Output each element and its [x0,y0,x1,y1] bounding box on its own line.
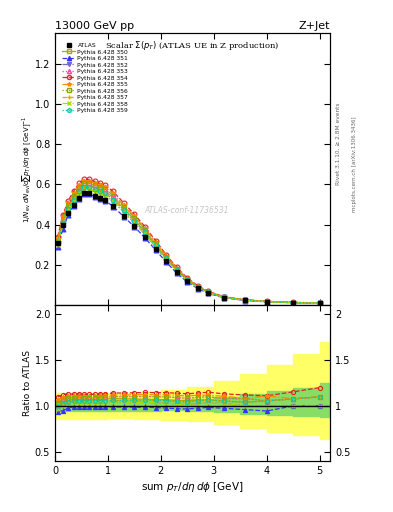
Y-axis label: $1/N_\mathrm{ev}\ dN_\mathrm{ev}/d\!\sum\! p_T/d\eta\,d\phi\ [\mathrm{GeV}]^{-1}: $1/N_\mathrm{ev}\ dN_\mathrm{ev}/d\!\sum… [20,116,33,223]
Y-axis label: Ratio to ATLAS: Ratio to ATLAS [23,350,32,416]
Text: ATLAS-conf-11736531: ATLAS-conf-11736531 [145,206,230,215]
Text: mcplots.cern.ch [arXiv:1306.3436]: mcplots.cern.ch [arXiv:1306.3436] [352,116,357,211]
Text: Rivet 3.1.10, ≥ 2.8M events: Rivet 3.1.10, ≥ 2.8M events [336,102,341,185]
Text: Z+Jet: Z+Jet [299,21,330,31]
Text: Scalar $\Sigma(p_T)$ (ATLAS UE in Z production): Scalar $\Sigma(p_T)$ (ATLAS UE in Z prod… [105,39,280,52]
Legend: ATLAS, Pythia 6.428 350, Pythia 6.428 351, Pythia 6.428 352, Pythia 6.428 353, P: ATLAS, Pythia 6.428 350, Pythia 6.428 35… [61,41,130,114]
X-axis label: sum $p_T/d\eta\,d\phi$ [GeV]: sum $p_T/d\eta\,d\phi$ [GeV] [141,480,244,494]
Text: 13000 GeV pp: 13000 GeV pp [55,21,134,31]
